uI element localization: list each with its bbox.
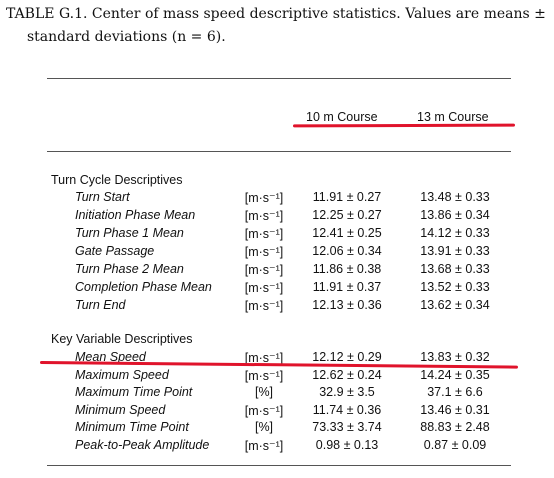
row-value-10m: 32.9 ± 3.5	[319, 385, 375, 400]
row-value-13m: 13.83 ± 0.32	[420, 350, 490, 364]
table-row: Peak-to-Peak Amplitude [m·s⁻¹] 0.98 ± 0.13…	[0, 438, 554, 456]
row-value-13m: 13.86 ± 0.34	[420, 208, 490, 222]
table-row: Minimum Time Point [%] 73.33 ± 3.74 88.83 ±…	[0, 420, 554, 438]
row-value-10m: 12.06 ± 0.34	[312, 244, 382, 258]
table-row: Gate Passage [m·s⁻¹] 12.06 ± 0.34 13.91 ± 0…	[0, 244, 554, 262]
caption-line-1: TABLE G.1. Center of mass speed descript…	[6, 6, 546, 22]
row-value-13m: 13.91 ± 0.33	[420, 244, 490, 258]
row-value-13m: 88.83 ± 2.48	[420, 420, 490, 435]
table-header-rule	[47, 151, 511, 152]
row-value-13m: 0.87 ± 0.09	[423, 438, 487, 452]
table-bottom-rule	[47, 465, 511, 466]
row-label: Completion Phase Mean	[75, 280, 212, 294]
row-unit: [%]	[254, 385, 274, 400]
row-value-13m: 37.1 ± 6.6	[427, 385, 483, 400]
row-unit: [%]	[254, 420, 274, 435]
row-unit: [m·s⁻¹]	[244, 439, 284, 453]
row-value-13m: 13.52 ± 0.33	[420, 280, 490, 294]
row-label: Peak-to-Peak Amplitude	[75, 438, 210, 452]
caption-line-2: standard deviations (n = 6).	[27, 29, 226, 45]
table-top-rule	[47, 78, 511, 79]
row-value-10m: 12.25 ± 0.27	[312, 208, 382, 222]
row-label: Gate Passage	[75, 244, 155, 258]
row-value-10m: 12.62 ± 0.24	[312, 367, 382, 382]
row-value-13m: 13.62 ± 0.34	[420, 298, 490, 312]
row-value-13m: 13.46 ± 0.31	[420, 402, 490, 417]
row-label: Initiation Phase Mean	[75, 208, 196, 222]
row-unit: [m·s⁻¹]	[244, 281, 284, 295]
table-row: Mean Speed [m·s⁻¹] 12.12 ± 0.29 13.83 ± 0.3…	[0, 350, 554, 368]
row-value-10m: 73.33 ± 3.74	[312, 420, 382, 435]
row-value-10m: 12.13 ± 0.36	[312, 298, 382, 312]
column-header-13m: 13 m Course	[417, 110, 489, 124]
row-value-10m: 11.86 ± 0.38	[312, 262, 382, 276]
row-value-13m: 13.48 ± 0.33	[420, 190, 490, 204]
row-label: Turn Phase 2 Mean	[75, 262, 184, 276]
column-header-10m: 10 m Course	[306, 110, 378, 124]
row-value-10m: 0.98 ± 0.13	[315, 438, 379, 452]
section-title-turn-cycle: Turn Cycle Descriptives	[51, 173, 183, 187]
red-underline-headers	[292, 123, 516, 128]
row-unit: [m·s⁻¹]	[244, 368, 284, 383]
row-label: Turn Start	[75, 190, 130, 204]
table-row: Turn Start [m·s⁻¹] 11.91 ± 0.27 13.48 ± 0.3…	[0, 190, 554, 208]
row-label: Turn Phase 1 Mean	[75, 226, 184, 240]
table-row: Turn Phase 1 Mean [m·s⁻¹] 12.41 ± 0.25 14.1…	[0, 226, 554, 244]
row-value-10m: 11.91 ± 0.27	[312, 190, 382, 204]
table-row: Turn Phase 2 Mean [m·s⁻¹] 11.86 ± 0.38 13.6…	[0, 262, 554, 280]
table-row: Maximum Speed [m·s⁻¹] 12.62 ± 0.24 14.24 ± …	[0, 368, 554, 386]
table-row: Minimum Speed [m·s⁻¹] 11.74 ± 0.36 13.46 ± …	[0, 403, 554, 421]
row-value-10m: 11.74 ± 0.36	[312, 402, 382, 417]
row-value-13m: 14.24 ± 0.35	[420, 367, 490, 382]
row-unit: [m·s⁻¹]	[244, 191, 284, 205]
table-row: Turn End [m·s⁻¹] 12.13 ± 0.36 13.62 ± 0.34	[0, 298, 554, 316]
row-label: Minimum Time Point	[75, 420, 189, 435]
row-value-13m: 14.12 ± 0.33	[420, 226, 490, 240]
row-unit: [m·s⁻¹]	[244, 299, 284, 313]
table-row: Maximum Time Point [%] 32.9 ± 3.5 37.1 ± 6.…	[0, 385, 554, 403]
table-row: Completion Phase Mean [m·s⁻¹] 11.91 ± 0.37…	[0, 280, 554, 298]
row-label: Minimum Speed	[75, 402, 166, 417]
section-title-key-variables: Key Variable Descriptives	[51, 332, 193, 346]
row-value-13m: 13.68 ± 0.33	[420, 262, 490, 276]
row-label: Maximum Time Point	[75, 385, 193, 400]
row-value-10m: 12.41 ± 0.25	[312, 226, 382, 240]
row-label: Mean Speed	[75, 350, 146, 364]
row-unit: [m·s⁻¹]	[244, 351, 284, 365]
table-row: Initiation Phase Mean [m·s⁻¹] 12.25 ± 0.27…	[0, 208, 554, 226]
row-unit: [m·s⁻¹]	[244, 403, 284, 418]
row-value-10m: 11.91 ± 0.37	[312, 280, 382, 294]
row-label: Turn End	[75, 298, 126, 312]
row-unit: [m·s⁻¹]	[244, 263, 284, 277]
row-unit: [m·s⁻¹]	[244, 227, 284, 241]
row-value-10m: 12.12 ± 0.29	[312, 350, 382, 364]
row-unit: [m·s⁻¹]	[244, 209, 284, 223]
row-label: Maximum Speed	[75, 367, 169, 382]
table-caption: TABLE G.1. Center of mass speed descript…	[6, 3, 551, 49]
row-unit: [m·s⁻¹]	[244, 245, 284, 259]
